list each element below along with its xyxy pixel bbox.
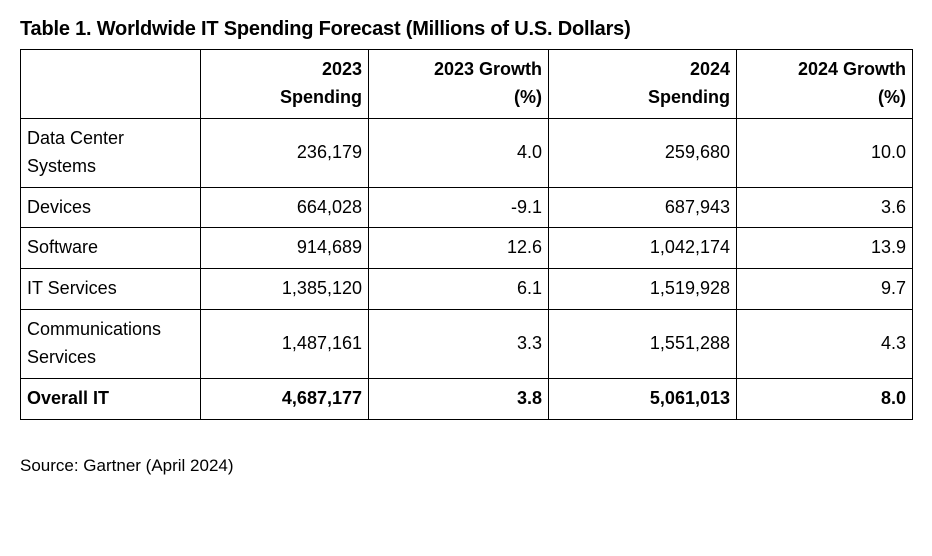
cell-category: Software bbox=[21, 228, 201, 269]
col-header-2023-growth: 2023 Growth (%) bbox=[369, 50, 549, 119]
cell-2023-growth: 3.8 bbox=[369, 379, 549, 420]
cell-category: Data Center Systems bbox=[21, 118, 201, 187]
source-note: Source: Gartner (April 2024) bbox=[20, 456, 912, 476]
cell-2023-spending: 4,687,177 bbox=[201, 379, 369, 420]
col-header-line2: (%) bbox=[375, 84, 542, 112]
cell-2024-spending: 5,061,013 bbox=[549, 379, 737, 420]
cell-category: Overall IT bbox=[21, 379, 201, 420]
cell-2024-growth: 3.6 bbox=[737, 187, 913, 228]
cell-2023-growth: 4.0 bbox=[369, 118, 549, 187]
col-header-line1: 2024 bbox=[555, 56, 730, 84]
cell-2024-growth: 8.0 bbox=[737, 379, 913, 420]
cell-2023-growth: 6.1 bbox=[369, 269, 549, 310]
spending-table: 2023 Spending 2023 Growth (%) 2024 Spend… bbox=[20, 49, 913, 420]
cell-2024-spending: 259,680 bbox=[549, 118, 737, 187]
cell-2024-growth: 4.3 bbox=[737, 310, 913, 379]
table-row-total: Overall IT 4,687,177 3.8 5,061,013 8.0 bbox=[21, 379, 913, 420]
col-header-line2: Spending bbox=[555, 84, 730, 112]
table-row: Data Center Systems 236,179 4.0 259,680 … bbox=[21, 118, 913, 187]
col-header-2023-spending: 2023 Spending bbox=[201, 50, 369, 119]
col-header-line1: 2023 Growth bbox=[375, 56, 542, 84]
cell-2024-growth: 10.0 bbox=[737, 118, 913, 187]
table-row: Communications Services 1,487,161 3.3 1,… bbox=[21, 310, 913, 379]
table-header-row: 2023 Spending 2023 Growth (%) 2024 Spend… bbox=[21, 50, 913, 119]
cell-2023-spending: 236,179 bbox=[201, 118, 369, 187]
cell-2024-growth: 9.7 bbox=[737, 269, 913, 310]
cell-category: Communications Services bbox=[21, 310, 201, 379]
col-header-line1: 2023 bbox=[207, 56, 362, 84]
col-header-2024-spending: 2024 Spending bbox=[549, 50, 737, 119]
cell-2023-growth: 3.3 bbox=[369, 310, 549, 379]
table-body: Data Center Systems 236,179 4.0 259,680 … bbox=[21, 118, 913, 419]
table-row: Devices 664,028 -9.1 687,943 3.6 bbox=[21, 187, 913, 228]
cell-2024-spending: 687,943 bbox=[549, 187, 737, 228]
table-title: Table 1. Worldwide IT Spending Forecast … bbox=[20, 18, 912, 41]
cell-2024-spending: 1,551,288 bbox=[549, 310, 737, 379]
cell-2024-spending: 1,042,174 bbox=[549, 228, 737, 269]
cell-2024-growth: 13.9 bbox=[737, 228, 913, 269]
cell-category: IT Services bbox=[21, 269, 201, 310]
col-header-line2: Spending bbox=[207, 84, 362, 112]
col-header-line2: (%) bbox=[743, 84, 906, 112]
col-header-category bbox=[21, 50, 201, 119]
cell-2023-growth: 12.6 bbox=[369, 228, 549, 269]
cell-2023-spending: 1,487,161 bbox=[201, 310, 369, 379]
cell-category: Devices bbox=[21, 187, 201, 228]
cell-2023-growth: -9.1 bbox=[369, 187, 549, 228]
col-header-2024-growth: 2024 Growth (%) bbox=[737, 50, 913, 119]
cell-2023-spending: 664,028 bbox=[201, 187, 369, 228]
cell-2024-spending: 1,519,928 bbox=[549, 269, 737, 310]
col-header-line1: 2024 Growth bbox=[743, 56, 906, 84]
cell-2023-spending: 914,689 bbox=[201, 228, 369, 269]
table-row: IT Services 1,385,120 6.1 1,519,928 9.7 bbox=[21, 269, 913, 310]
cell-2023-spending: 1,385,120 bbox=[201, 269, 369, 310]
table-row: Software 914,689 12.6 1,042,174 13.9 bbox=[21, 228, 913, 269]
